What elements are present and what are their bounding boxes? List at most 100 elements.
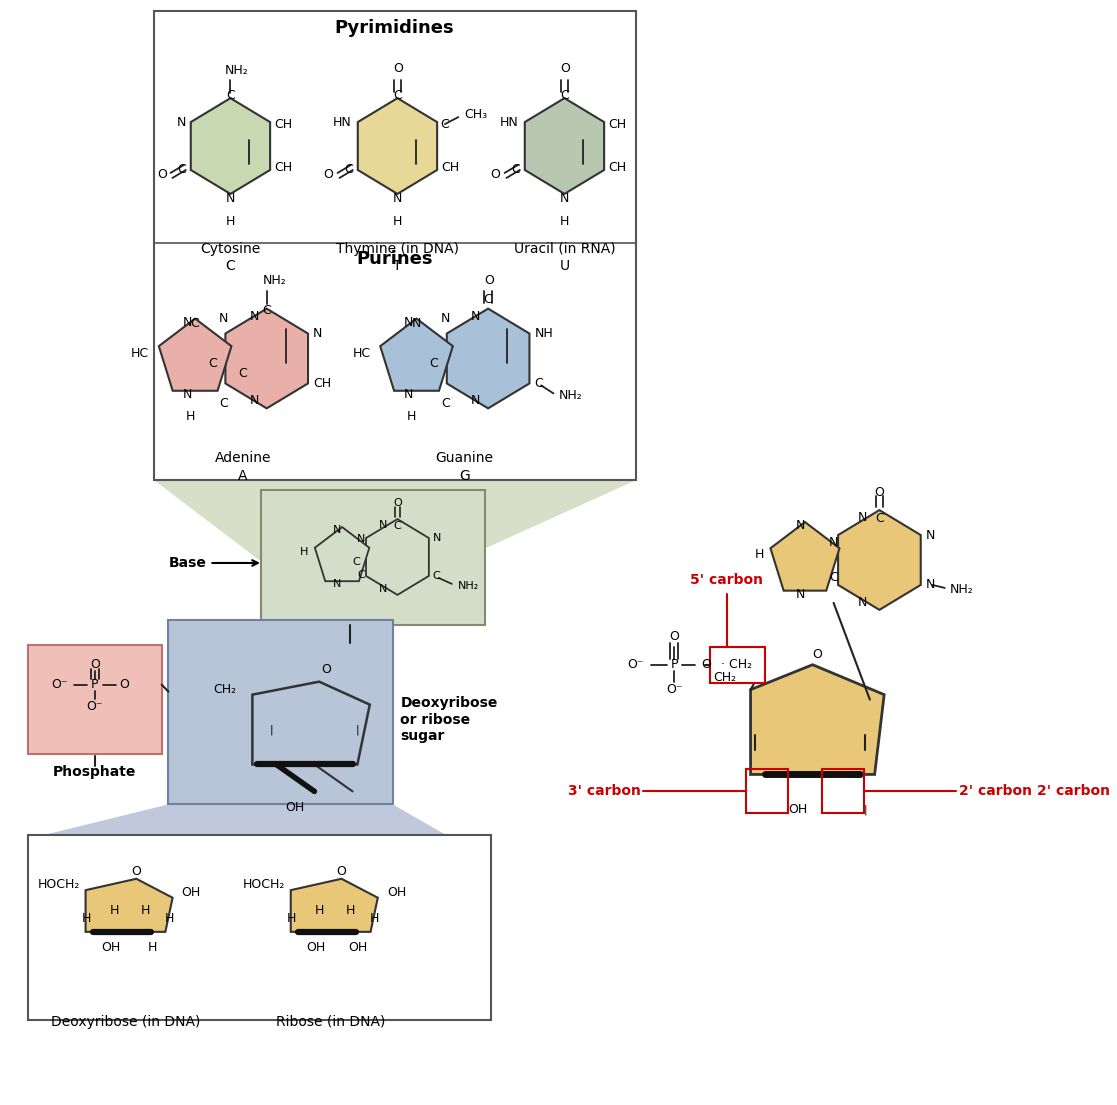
Polygon shape — [357, 98, 437, 193]
Polygon shape — [838, 511, 920, 610]
Polygon shape — [447, 308, 529, 409]
Text: C: C — [262, 304, 271, 317]
Text: H: H — [315, 905, 324, 917]
Text: N: N — [379, 585, 388, 594]
Text: CH₂: CH₂ — [713, 671, 736, 684]
Text: OH: OH — [182, 885, 201, 898]
Bar — [746, 769, 787, 813]
Polygon shape — [315, 527, 370, 581]
Text: CH: CH — [608, 161, 627, 175]
Text: N: N — [249, 309, 259, 323]
Text: |: | — [355, 724, 360, 735]
Text: N: N — [471, 309, 480, 323]
Text: CH: CH — [608, 117, 627, 130]
Text: OH: OH — [286, 801, 305, 814]
Text: C: C — [432, 571, 440, 581]
Text: O: O — [90, 659, 99, 671]
Text: CH: CH — [313, 377, 331, 390]
Text: C: C — [484, 293, 493, 306]
Text: N: N — [560, 192, 570, 206]
Bar — [28, 644, 162, 755]
Polygon shape — [154, 481, 636, 560]
Text: HC: HC — [131, 347, 150, 360]
Polygon shape — [35, 804, 450, 838]
Text: N: N — [226, 192, 235, 206]
Text: U: U — [560, 259, 570, 273]
Text: O⁻: O⁻ — [87, 701, 103, 713]
Text: O: O — [812, 649, 822, 661]
Text: H: H — [346, 905, 355, 917]
Text: N: N — [333, 525, 342, 535]
Text: CH: CH — [274, 117, 293, 130]
Text: 5' carbon: 5' carbon — [690, 572, 763, 587]
Text: H: H — [109, 905, 120, 917]
Bar — [709, 646, 765, 683]
Text: Adenine: Adenine — [214, 451, 271, 465]
Text: C: C — [512, 164, 519, 177]
Text: HOCH₂: HOCH₂ — [38, 878, 80, 891]
Text: O⁻: O⁻ — [51, 678, 68, 691]
Text: C: C — [393, 522, 401, 532]
Text: C: C — [441, 397, 449, 410]
Text: OH: OH — [349, 940, 367, 954]
Text: H: H — [287, 912, 296, 925]
Text: H: H — [226, 215, 235, 229]
Text: |: | — [269, 724, 274, 735]
Text: |: | — [863, 804, 867, 814]
Text: C: C — [393, 88, 402, 102]
Text: O: O — [132, 865, 141, 877]
Text: C: C — [357, 570, 365, 580]
Text: Guanine: Guanine — [436, 451, 494, 465]
Text: · CH₂: · CH₂ — [720, 659, 752, 671]
Text: T: T — [393, 259, 402, 273]
Polygon shape — [226, 308, 308, 409]
Polygon shape — [751, 665, 885, 775]
Text: N: N — [176, 116, 185, 128]
Text: N: N — [404, 316, 413, 329]
Text: A: A — [238, 470, 248, 483]
Polygon shape — [191, 98, 270, 193]
Bar — [169, 620, 393, 804]
Text: N: N — [795, 519, 805, 533]
Text: N: N — [249, 394, 259, 408]
Text: P: P — [92, 678, 98, 691]
Text: C: C — [534, 377, 543, 390]
Bar — [28, 835, 491, 1020]
Text: Purines: Purines — [356, 250, 432, 267]
Text: N: N — [183, 388, 192, 401]
Text: N: N — [219, 312, 229, 325]
Polygon shape — [290, 878, 378, 932]
Text: H: H — [164, 912, 174, 925]
Polygon shape — [366, 519, 429, 594]
Text: H: H — [370, 912, 379, 925]
Text: O: O — [484, 274, 494, 287]
Text: N: N — [379, 519, 388, 529]
Text: C: C — [353, 557, 361, 567]
Text: C: C — [829, 571, 838, 585]
Text: N: N — [926, 578, 935, 591]
Polygon shape — [159, 318, 231, 391]
Text: N: N — [313, 327, 323, 340]
Text: Thymine (in DNA): Thymine (in DNA) — [336, 242, 459, 255]
Text: O: O — [393, 498, 402, 508]
Text: HN: HN — [333, 116, 352, 128]
Text: N: N — [183, 316, 192, 329]
Text: C: C — [191, 317, 200, 330]
Bar — [261, 491, 485, 624]
Text: O: O — [490, 168, 499, 181]
Text: N: N — [858, 512, 867, 524]
Text: G: G — [459, 470, 469, 483]
Text: C: C — [344, 164, 353, 177]
Text: NH₂: NH₂ — [558, 389, 582, 402]
Text: O: O — [321, 663, 331, 676]
Text: OH: OH — [386, 885, 407, 898]
Text: C: C — [208, 357, 217, 370]
Text: Ribose (in DNA): Ribose (in DNA) — [276, 1014, 385, 1029]
Text: O: O — [323, 168, 333, 181]
Text: C: C — [560, 88, 569, 102]
Text: H: H — [560, 215, 570, 229]
Text: H: H — [300, 547, 308, 557]
Text: H: H — [755, 548, 764, 561]
Text: OH: OH — [789, 803, 808, 815]
Text: O: O — [156, 168, 166, 181]
